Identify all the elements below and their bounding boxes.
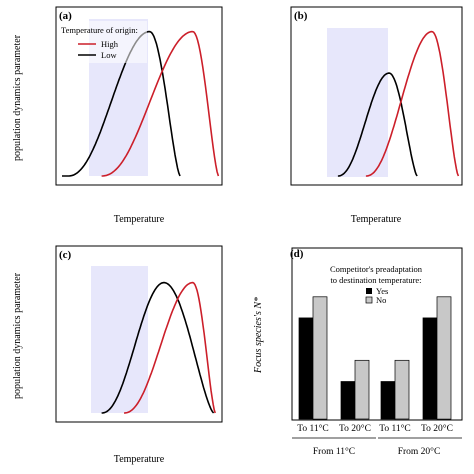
- panel-a-xlabel: Temperature: [114, 214, 165, 225]
- panel-b-frame: [290, 6, 463, 186]
- bar-yes-3: [380, 381, 396, 420]
- category-label-2: To 20°C: [339, 423, 371, 434]
- panel-c: (c) Temperature population dynamics para…: [12, 245, 223, 465]
- panel-a: (a) Temperature of origin: High Low Temp…: [12, 6, 223, 225]
- panel-d-bars: [298, 296, 452, 420]
- panel-a-legend-box: [57, 21, 147, 63]
- panel-d-label: (d): [290, 248, 304, 260]
- panel-b-xlabel: Temperature: [351, 214, 402, 225]
- panel-b: (b) Temperature: [290, 6, 463, 225]
- panel-d-ylabel: Focus species's N*: [253, 297, 264, 374]
- bar-no-3: [394, 359, 410, 420]
- legend-low-label: Low: [101, 50, 117, 60]
- category-label-3: To 11°C: [379, 423, 411, 434]
- bar-yes-2: [340, 381, 356, 420]
- panel-b-shaded-band: [327, 28, 388, 177]
- panel-c-curve-high: [124, 281, 216, 414]
- panel-a-ylabel: population dynamics parameter: [12, 34, 23, 161]
- group-2-label: From 20°C: [398, 446, 441, 457]
- legend-yes-swatch: [366, 288, 372, 294]
- panel-d-legend-title-1: Competitor's preadaptation: [330, 264, 423, 274]
- panel-b-curves: [337, 30, 460, 177]
- bar-no-4: [436, 296, 452, 420]
- panel-a-curve-low: [62, 30, 181, 177]
- panel-b-curve-high: [365, 30, 460, 177]
- panel-c-shaded-band: [91, 266, 148, 413]
- panel-d-legend-title-2: to destination temperature:: [330, 275, 421, 285]
- legend-no-swatch: [365, 296, 373, 304]
- category-label-1: To 11°C: [297, 423, 329, 434]
- legend-yes-label: Yes: [376, 286, 388, 296]
- panel-c-curve-low: [101, 281, 215, 414]
- panel-c-ylabel: population dynamics parameter: [12, 272, 23, 399]
- panel-c-curves: [101, 281, 216, 414]
- bar-no-2: [354, 359, 370, 420]
- bar-yes-4: [422, 317, 438, 420]
- panel-d-category-labels: To 11°C To 20°C To 11°C To 20°C: [297, 423, 453, 434]
- panel-c-label: (c): [59, 249, 72, 261]
- panel-b-label: (b): [294, 10, 308, 22]
- panel-b-curve-low: [337, 72, 418, 177]
- panel-a-legend-title: Temperature of origin:: [61, 25, 138, 35]
- panel-a-label: (a): [59, 10, 72, 22]
- category-label-4: To 20°C: [421, 423, 453, 434]
- bar-yes-1: [298, 317, 314, 420]
- panel-d-frame: [291, 247, 463, 421]
- legend-no-label: No: [376, 295, 386, 305]
- panel-a-curves: [62, 30, 220, 177]
- group-1-label: From 11°C: [313, 446, 355, 457]
- panel-a-curve-high: [101, 30, 220, 177]
- bar-no-1: [312, 296, 328, 420]
- panel-c-frame: [55, 245, 223, 423]
- panel-a-frame: [55, 6, 223, 186]
- panel-d: (d) Focus species's N* Competitor's prea…: [253, 247, 463, 457]
- legend-high-label: High: [101, 39, 119, 49]
- panel-c-xlabel: Temperature: [114, 454, 165, 465]
